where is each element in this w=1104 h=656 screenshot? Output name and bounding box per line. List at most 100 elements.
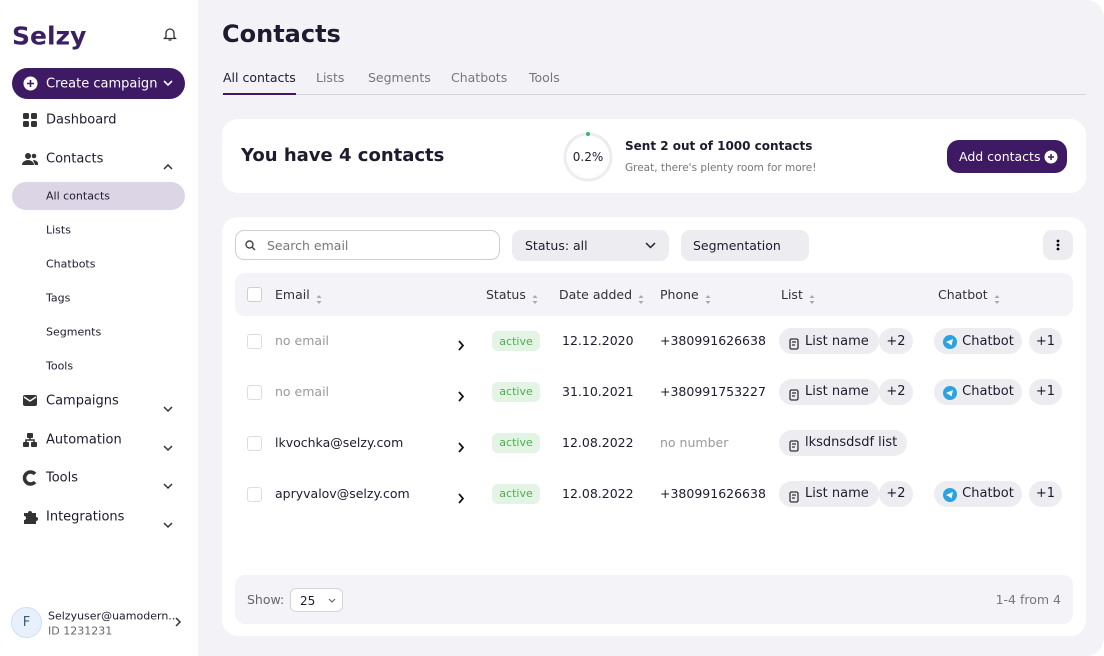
- summary-card: You have 4 contacts 0.2% Sent 2 out of 1…: [222, 119, 1086, 193]
- nav-subitem[interactable]: Tags: [46, 291, 71, 305]
- phone: +380991626638: [660, 485, 766, 501]
- nav-icon: [22, 509, 38, 529]
- table-footer: Show: 25 1-4 from 4: [235, 575, 1073, 624]
- create-campaign-label: Create campaign: [46, 76, 158, 92]
- contacts-count: You have 4 contacts: [241, 145, 445, 166]
- user-name: Selzyuser@uamodern...: [48, 609, 179, 623]
- nav-chevron-svg: [163, 406, 173, 413]
- row-arrow: [458, 438, 465, 457]
- column-header[interactable]: Email: [275, 286, 310, 302]
- row-checkbox[interactable]: [247, 384, 262, 400]
- chevron[interactable]: [175, 617, 182, 627]
- nav-chevron-svg: [163, 483, 173, 490]
- nav-icon: [22, 393, 38, 413]
- telegram-icon-svg: [943, 385, 957, 400]
- phone: +380991753227: [660, 383, 766, 399]
- nav-chevron: [163, 437, 173, 456]
- chatbot-more-chip[interactable]: +1: [1029, 480, 1062, 507]
- email[interactable]: no email: [275, 383, 330, 399]
- column-header[interactable]: Chatbot: [938, 286, 988, 302]
- tab[interactable]: All contacts: [223, 69, 296, 85]
- sent-note: Great, there's plenty room for more!: [625, 161, 817, 174]
- progress-percent: 0.2%: [572, 150, 604, 164]
- logo[interactable]: Selzy: [12, 21, 87, 51]
- nav-chevron: [163, 398, 173, 417]
- email[interactable]: lkvochka@selzy.com: [275, 434, 404, 450]
- nav-chevron-svg: [163, 445, 173, 451]
- tab[interactable]: Tools: [529, 69, 560, 85]
- bell-icon[interactable]: [163, 27, 177, 42]
- chevron: [328, 598, 336, 603]
- date-added: 31.10.2021: [562, 383, 634, 399]
- sent-text: Sent 2 out of 1000 contacts: [625, 139, 813, 153]
- email[interactable]: no email: [275, 332, 330, 348]
- chatbot-more-chip[interactable]: +1: [1029, 378, 1062, 405]
- list-chip[interactable]: lksdnsdsdf list: [779, 429, 908, 456]
- row-arrow: [458, 387, 465, 406]
- more-button[interactable]: [1043, 230, 1073, 260]
- tab[interactable]: Chatbots: [451, 69, 508, 85]
- row-checkbox[interactable]: [247, 435, 262, 451]
- sort-icon: [809, 290, 815, 309]
- chatbot-more-chip[interactable]: +1: [1029, 328, 1062, 354]
- list-icon: [789, 335, 799, 354]
- column-header[interactable]: Date added: [559, 286, 633, 302]
- list-icon-svg: [789, 338, 799, 350]
- nav-icon-svg: [22, 470, 37, 487]
- search-icon: [245, 240, 256, 251]
- row-arrow-svg: [458, 340, 465, 351]
- nav-subitem[interactable]: Segments: [46, 325, 102, 339]
- plus-icon: [1044, 150, 1058, 164]
- status-badge: active: [492, 331, 540, 351]
- per-page-select[interactable]: 25: [290, 588, 343, 612]
- nav-subitem[interactable]: All contacts: [46, 189, 111, 203]
- list-more-chip[interactable]: +2: [879, 378, 913, 405]
- sort-icon-svg: [532, 295, 538, 304]
- select-all-checkbox[interactable]: [247, 287, 262, 302]
- list-more-chip[interactable]: +2: [879, 328, 913, 354]
- nav-chevron-svg: [163, 522, 173, 529]
- sort-icon: [532, 290, 538, 309]
- list-icon-svg: [789, 491, 799, 503]
- avatar[interactable]: F: [11, 607, 42, 638]
- segmentation-button[interactable]: Segmentation: [681, 230, 809, 261]
- nav-subitem[interactable]: Chatbots: [46, 257, 96, 271]
- nav-subitem[interactable]: Lists: [46, 223, 71, 237]
- phone: no number: [660, 434, 729, 450]
- row-checkbox[interactable]: [247, 334, 262, 349]
- column-header[interactable]: Status: [486, 286, 526, 302]
- date-added: 12.08.2022: [562, 485, 634, 501]
- nav-subitem[interactable]: Tools: [46, 359, 74, 373]
- search-input[interactable]: Search email: [235, 230, 500, 260]
- nav-item[interactable]: Integrations: [46, 509, 125, 525]
- sort-icon-svg: [809, 295, 815, 304]
- nav-chevron-svg: [163, 163, 173, 170]
- list-chip[interactable]: List name: [779, 480, 879, 507]
- list-icon: [789, 488, 799, 507]
- nav-item[interactable]: Campaigns: [46, 393, 119, 409]
- plus-icon: [23, 76, 38, 91]
- phone: +380991626638: [660, 332, 766, 348]
- nav-item[interactable]: Tools: [46, 470, 79, 486]
- nav-item[interactable]: Automation: [46, 432, 122, 448]
- nav-item[interactable]: Contacts: [46, 151, 104, 167]
- column-header[interactable]: List: [781, 286, 803, 302]
- add-contacts-button[interactable]: Add contacts: [947, 140, 1067, 173]
- list-chip[interactable]: List name: [779, 328, 879, 354]
- tab[interactable]: Lists: [316, 69, 345, 85]
- nav-icon-svg: [23, 113, 37, 127]
- column-header[interactable]: Phone: [660, 286, 699, 302]
- tab[interactable]: Segments: [368, 69, 431, 85]
- search-placeholder: Search email: [267, 237, 349, 253]
- nav-chevron: [163, 156, 173, 175]
- row-checkbox[interactable]: [247, 486, 262, 502]
- email[interactable]: apryvalov@selzy.com: [275, 485, 410, 501]
- create-campaign-button[interactable]: Create campaign: [12, 68, 185, 99]
- nav-item[interactable]: Dashboard: [46, 112, 117, 128]
- list-chip[interactable]: List name: [779, 378, 879, 405]
- list-more-chip[interactable]: +2: [879, 480, 913, 507]
- chatbot-chip[interactable]: Chatbot: [934, 328, 1022, 354]
- status-filter-label: Status: all: [525, 237, 588, 253]
- status-filter[interactable]: Status: all: [512, 230, 669, 261]
- list-icon-svg: [789, 389, 799, 401]
